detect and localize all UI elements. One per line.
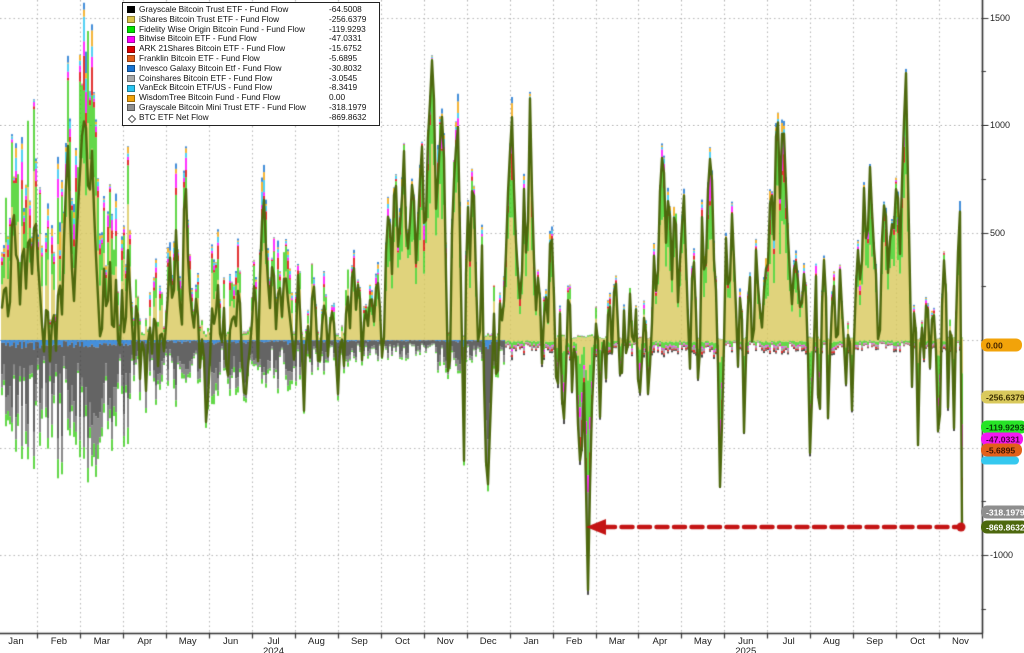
x-axis-month-label: Feb	[565, 636, 583, 647]
legend-row: Grayscale Bitcoin Mini Trust ETF - Fund …	[127, 101, 375, 113]
legend-series-value: -8.3419	[329, 82, 358, 93]
x-axis-month-label: Jun	[738, 636, 754, 647]
x-axis-month-label: Mar	[93, 636, 110, 647]
legend-row: BTC ETF Net Flow -869.8632	[127, 111, 375, 123]
legend-series-value: -30.8032	[329, 62, 362, 73]
legend-color-swatch-icon	[127, 84, 135, 92]
legend-row: Invesco Galaxy Bitcoin Etf - Fund Flow -3…	[127, 62, 375, 74]
legend-color-swatch-icon	[127, 65, 135, 73]
legend-color-swatch-icon	[127, 104, 135, 112]
legend-series-label: BTC ETF Net Flow	[139, 112, 209, 122]
axis-value-tag: -47.0331	[981, 432, 1023, 446]
legend-color-swatch-icon	[127, 16, 135, 24]
legend-series-value: -64.5008	[329, 4, 362, 14]
y-axis-tick-label: -1000	[990, 550, 1014, 560]
axis-value-tag: -318.1979	[981, 505, 1024, 519]
y-axis-tick-label: 1500	[990, 12, 1011, 23]
axis-value-tag: -5.6895	[981, 443, 1022, 457]
legend-series-label: iShares Bitcoin Trust ETF - Fund Flow	[139, 14, 280, 24]
x-axis-month-label: Jul	[267, 636, 280, 647]
y-axis-tick-label: 500	[990, 227, 1006, 238]
legend-series-value: -869.8632	[329, 111, 367, 122]
legend-row: iShares Bitcoin Trust ETF - Fund Flow -25…	[127, 13, 375, 25]
value-tag-text: -256.6379	[981, 390, 1024, 404]
legend-series-label: Coinshares Bitcoin ETF - Fund Flow	[139, 73, 273, 83]
x-axis-month-label: Jan	[8, 636, 24, 647]
x-axis-month-label: Dec	[479, 636, 497, 647]
legend-row: Franklin Bitcoin ETF - Fund Flow -5.6895	[127, 52, 375, 64]
x-axis-year-label: 2024	[262, 646, 285, 653]
axis-value-tag: -869.8632	[981, 520, 1024, 534]
x-axis-month-label: Jan	[523, 636, 539, 647]
value-tag-text: 0.00	[981, 338, 1022, 352]
y-axis-tick-label: 1000	[990, 120, 1011, 130]
x-axis-month-label: Jul	[782, 636, 795, 647]
value-tag-text: -119.9293	[981, 420, 1024, 434]
x-axis-month-label: Aug	[308, 636, 325, 647]
legend-row: Fidelity Wise Origin Bitcoin Fund - Fund…	[127, 23, 375, 35]
legend-series-value: -47.0331	[329, 33, 362, 44]
legend-series-value: -256.6379	[329, 13, 367, 24]
x-axis-month-label: Jun	[222, 636, 239, 647]
x-axis-month-label: May	[178, 636, 197, 647]
axis-value-tag: 0.00	[981, 338, 1022, 352]
legend-series-label: Invesco Galaxy Bitcoin Etf - Fund Flow	[139, 63, 282, 73]
axis-value-tag: -256.6379	[981, 390, 1024, 404]
legend: Grayscale Bitcoin Trust ETF - Fund Flow -…	[122, 2, 380, 126]
legend-series-label: Grayscale Bitcoin Trust ETF - Fund Flow	[139, 5, 289, 14]
x-axis-month-label: Oct	[910, 636, 925, 647]
x-axis-month-label: Aug	[823, 636, 841, 647]
legend-series-value: 0.00	[329, 92, 346, 103]
net-flow-diamond-marker-icon	[127, 114, 135, 121]
axis-value-tag	[981, 454, 1019, 467]
legend-series-label: ARK 21Shares Bitcoin ETF - Fund Flow	[139, 44, 286, 54]
x-axis-month-label: Mar	[608, 636, 626, 647]
legend-color-swatch-icon	[127, 74, 135, 82]
x-axis-month-label: Feb	[50, 636, 68, 647]
legend-color-swatch-icon	[127, 94, 135, 102]
value-tag-text	[981, 456, 1019, 464]
legend-series-value: -318.1979	[329, 101, 367, 112]
legend-row: WisdomTree Bitcoin Fund - Fund Flow 0.00	[127, 92, 375, 103]
legend-series-value: -119.9293	[329, 23, 366, 34]
legend-series-value: -15.6752	[329, 43, 362, 54]
legend-series-label: Fidelity Wise Origin Bitcoin Fund - Fund…	[139, 24, 305, 34]
legend-row: ARK 21Shares Bitcoin ETF - Fund Flow -15.…	[127, 43, 375, 54]
legend-color-swatch-icon	[127, 25, 135, 33]
legend-series-value: -5.6895	[329, 52, 358, 63]
legend-series-label: VanEck Bitcoin ETF/US - Fund Flow	[139, 83, 273, 93]
x-axis-month-label: Nov	[951, 636, 969, 647]
legend-series-value: -3.0545	[329, 72, 358, 83]
x-axis-year-label: 2025	[735, 646, 757, 653]
legend-color-swatch-icon	[127, 6, 135, 14]
x-axis-month-label: Sep	[866, 636, 884, 647]
legend-color-swatch-icon	[127, 55, 135, 63]
legend-row: Bitwise Bitcoin ETF - Fund Flow -47.0331	[127, 34, 375, 44]
value-tag-text: -318.1979	[981, 505, 1024, 519]
legend-series-label: WisdomTree Bitcoin Fund - Fund Flow	[139, 93, 281, 103]
value-tag-text: -47.0331	[981, 432, 1023, 446]
value-tag-text: -869.8632	[981, 520, 1024, 534]
value-tag-text: -5.6895	[981, 443, 1022, 457]
x-axis-month-label: Nov	[436, 636, 454, 647]
axis-value-tag: -119.9293	[981, 420, 1024, 434]
legend-color-swatch-icon	[127, 35, 135, 43]
x-axis-month-label: Apr	[652, 636, 668, 647]
legend-series-label: Bitwise Bitcoin ETF - Fund Flow	[139, 34, 257, 44]
legend-series-label: Franklin Bitcoin ETF - Fund Flow	[139, 53, 260, 63]
legend-color-swatch-icon	[127, 45, 135, 53]
x-axis-month-label: Apr	[137, 636, 153, 647]
legend-series-label: Grayscale Bitcoin Mini Trust ETF - Fund …	[139, 102, 306, 112]
x-axis-month-label: Sep	[350, 636, 368, 647]
legend-row: Coinshares Bitcoin ETF - Fund Flow -3.054…	[127, 72, 375, 84]
legend-row: Grayscale Bitcoin Trust ETF - Fund Flow -…	[127, 4, 375, 15]
legend-row: VanEck Bitcoin ETF/US - Fund Flow -8.3419	[127, 83, 375, 93]
x-axis-month-label: May	[693, 636, 712, 647]
x-axis-month-label: Oct	[394, 636, 410, 647]
